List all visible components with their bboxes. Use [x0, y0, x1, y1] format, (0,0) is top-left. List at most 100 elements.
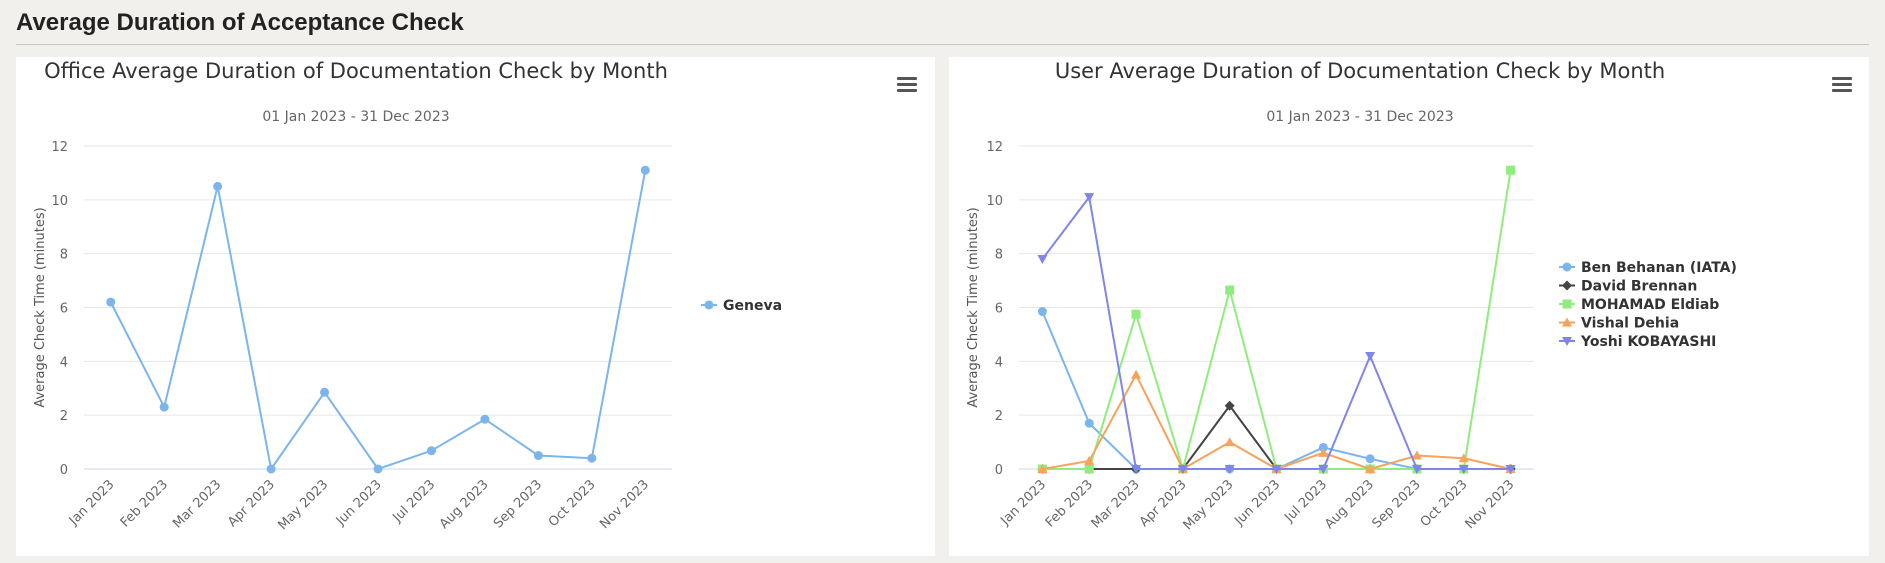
data-point[interactable] — [1411, 450, 1422, 460]
data-point[interactable] — [1318, 447, 1329, 457]
data-point[interactable] — [1458, 465, 1469, 474]
chart-title: Office Average Duration of Documentation… — [44, 59, 668, 83]
data-point[interactable] — [213, 181, 223, 191]
x-tick-label: Jun 2023 — [333, 477, 385, 529]
y-tick-label: 2 — [60, 409, 68, 424]
data-point[interactable] — [1224, 465, 1235, 474]
x-tick-label: Jul 2023 — [1281, 477, 1330, 526]
series-line — [1041, 196, 1511, 470]
data-point[interactable] — [1506, 165, 1516, 175]
x-tick-label: Jul 2023 — [390, 477, 439, 526]
y-tick-label: 2 — [995, 409, 1003, 424]
chart-title: User Average Duration of Documentation C… — [1055, 59, 1665, 83]
y-tick-label: 8 — [60, 248, 68, 263]
data-point[interactable] — [320, 387, 330, 397]
data-point[interactable] — [1084, 464, 1094, 474]
legend-label: David Brennan — [1581, 279, 1697, 295]
legend-item[interactable]: Vishal Dehia — [1559, 316, 1679, 332]
data-point[interactable] — [373, 464, 383, 474]
legend-item[interactable]: Yoshi KOBAYASHI — [1559, 334, 1716, 350]
data-point[interactable] — [1084, 193, 1095, 203]
series-yoshi-kobayashi — [1037, 193, 1516, 474]
data-point[interactable] — [266, 464, 276, 474]
data-point[interactable] — [1131, 309, 1141, 319]
y-axis-label: Average Check Time (minutes) — [33, 207, 48, 407]
legend-marker[interactable] — [1562, 262, 1572, 272]
series-ben-behanan-iata- — [1037, 307, 1516, 474]
legend-label: Yoshi KOBAYASHI — [1580, 334, 1716, 350]
data-point[interactable] — [426, 446, 436, 456]
data-point[interactable] — [1131, 465, 1142, 474]
data-point[interactable] — [1318, 465, 1329, 474]
x-tick-label: Oct 2023 — [546, 477, 599, 530]
office-duration-chart: Office Average Duration of Documentation… — [33, 59, 782, 533]
data-point[interactable] — [1084, 418, 1094, 428]
data-point[interactable] — [1037, 307, 1047, 317]
legend-item[interactable]: Ben Behanan (IATA) — [1559, 260, 1737, 276]
y-tick-label: 12 — [986, 140, 1003, 155]
x-tick-label: Sep 2023 — [491, 477, 545, 531]
user-chart-panel: User Average Duration of Documentation C… — [949, 57, 1869, 556]
x-tick-label: Nov 2023 — [1463, 477, 1518, 532]
data-point[interactable] — [1084, 455, 1095, 465]
x-tick-label: Mar 2023 — [1089, 477, 1143, 531]
series-line — [109, 170, 647, 470]
data-point[interactable] — [159, 402, 169, 412]
y-tick-label: 4 — [995, 355, 1003, 370]
data-point[interactable] — [1271, 465, 1282, 474]
x-tick-label: Aug 2023 — [437, 477, 492, 532]
x-tick-label: May 2023 — [275, 477, 331, 533]
data-point[interactable] — [1037, 464, 1048, 473]
legend-marker[interactable] — [1562, 299, 1572, 309]
data-point[interactable] — [1365, 454, 1375, 464]
series-line — [1042, 170, 1512, 470]
y-tick-label: 4 — [60, 355, 68, 370]
y-tick-label: 0 — [995, 463, 1003, 478]
data-point[interactable] — [1037, 255, 1048, 265]
y-tick-label: 8 — [995, 248, 1003, 263]
legend-marker[interactable] — [1562, 317, 1572, 327]
data-point[interactable] — [1318, 442, 1328, 452]
legend-marker[interactable] — [704, 300, 714, 310]
legend-item[interactable]: MOHAMAD Eldiab — [1559, 297, 1719, 313]
data-point[interactable] — [1365, 464, 1376, 473]
data-point[interactable] — [1505, 465, 1516, 474]
legend-label: Geneva — [723, 298, 782, 314]
data-point[interactable] — [1411, 465, 1422, 474]
legend-label: Vishal Dehia — [1581, 316, 1679, 332]
data-point[interactable] — [1131, 369, 1142, 379]
x-tick-label: Apr 2023 — [225, 477, 278, 530]
x-tick-label: Mar 2023 — [170, 477, 224, 531]
legend-label: MOHAMAD Eldiab — [1581, 297, 1719, 313]
data-point[interactable] — [106, 297, 116, 307]
legend-marker[interactable] — [1562, 280, 1572, 291]
legend-label: Ben Behanan (IATA) — [1581, 260, 1737, 276]
data-point[interactable] — [587, 453, 597, 463]
page-header: Average Duration of Acceptance Check — [16, 8, 1869, 45]
data-point[interactable] — [1365, 351, 1376, 361]
data-point[interactable] — [1224, 400, 1235, 411]
legend-item[interactable]: Geneva — [701, 298, 782, 314]
office-chart-panel: Office Average Duration of Documentation… — [16, 57, 935, 556]
page-title: Average Duration of Acceptance Check — [16, 9, 464, 36]
legend-marker[interactable] — [1562, 337, 1572, 346]
chart-menu-icon[interactable] — [1830, 73, 1854, 97]
data-point[interactable] — [1224, 437, 1235, 447]
data-point[interactable] — [1225, 285, 1235, 295]
y-tick-label: 6 — [60, 302, 68, 317]
x-tick-label: Sep 2023 — [1370, 477, 1424, 531]
series-vishal-dehia — [1037, 369, 1516, 473]
y-tick-label: 12 — [51, 140, 68, 155]
x-tick-label: Jan 2023 — [997, 477, 1049, 529]
data-point[interactable] — [1177, 465, 1188, 474]
legend-item[interactable]: David Brennan — [1559, 279, 1697, 295]
data-point[interactable] — [533, 451, 543, 461]
chart-subtitle: 01 Jan 2023 - 31 Dec 2023 — [262, 109, 449, 125]
y-axis-label: Average Check Time (minutes) — [966, 207, 981, 407]
chart-menu-icon[interactable] — [895, 73, 919, 97]
y-tick-label: 6 — [995, 302, 1003, 317]
data-point[interactable] — [480, 414, 490, 424]
data-point[interactable] — [640, 165, 650, 175]
y-tick-label: 0 — [60, 463, 68, 478]
data-point[interactable] — [1458, 453, 1469, 463]
